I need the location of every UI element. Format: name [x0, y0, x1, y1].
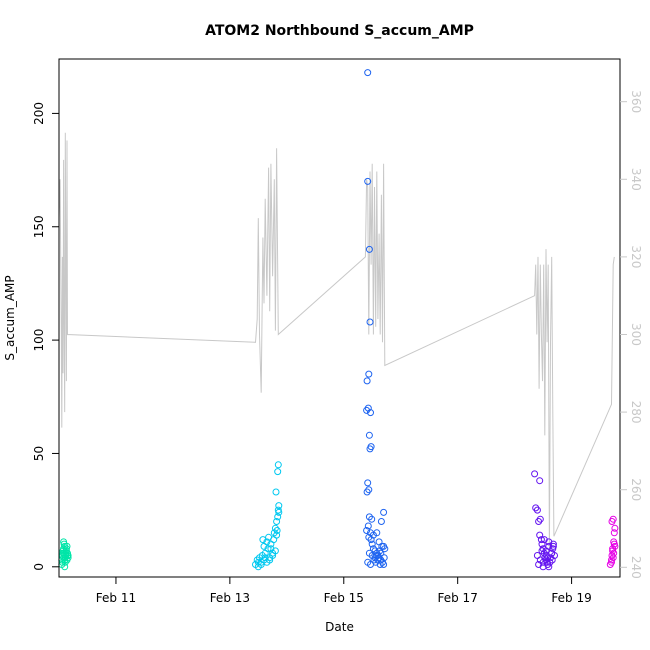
data-point [64, 552, 72, 559]
data-point [377, 518, 385, 525]
data-point [368, 540, 376, 548]
data-point [274, 468, 282, 476]
y-tick-label: 0 [32, 563, 46, 571]
secondary-series-line [58, 132, 615, 552]
data-point [267, 545, 275, 553]
y-axis-left: 0 50 100 150 200 [32, 102, 59, 571]
data-point [549, 542, 557, 550]
data-point [365, 533, 373, 541]
y2-tick-label: 320 [629, 245, 643, 268]
y-tick-label: 100 [32, 329, 46, 352]
data-point [543, 552, 550, 559]
data-point [273, 518, 281, 525]
data-point [257, 558, 265, 566]
data-point [265, 533, 273, 541]
data-point [271, 524, 279, 532]
data-point [274, 513, 282, 521]
data-point [539, 563, 547, 571]
data-point [532, 504, 540, 512]
y-axis-right: 240 260 280 300 320 340 360 [620, 90, 643, 579]
plot-frame [58, 58, 621, 578]
x-tick-label: Feb 17 [438, 591, 478, 605]
data-point [536, 531, 544, 539]
data-point [610, 529, 618, 537]
x-tick-label: Feb 15 [324, 591, 364, 605]
data-point [380, 561, 388, 568]
data-point [363, 377, 371, 385]
y2-tick-label: 260 [629, 478, 643, 501]
data-point [63, 542, 71, 550]
data-point [611, 524, 619, 532]
data-point [272, 488, 280, 496]
data-point [378, 542, 386, 550]
data-point [364, 522, 372, 530]
y2-tick-label: 240 [629, 556, 643, 579]
y-tick-label: 50 [32, 446, 46, 461]
x-tick-label: Feb 19 [551, 591, 591, 605]
data-point [365, 370, 373, 378]
y2-tick-label: 340 [629, 168, 643, 191]
data-point [609, 545, 617, 553]
data-point [366, 318, 374, 326]
x-tick-label: Feb 11 [96, 591, 136, 605]
y-axis-label: S_accum_AMP [3, 275, 17, 360]
data-point [275, 502, 283, 510]
data-point [548, 556, 556, 564]
x-axis: Feb 11 Feb 13 Feb 15 Feb 17 Feb 19 [96, 577, 592, 605]
data-point [261, 554, 269, 562]
data-point [549, 540, 557, 548]
data-point [274, 461, 282, 469]
data-point [275, 508, 283, 516]
data-point [365, 245, 373, 253]
y2-tick-label: 360 [629, 90, 643, 113]
chart-title: ATOM2 Northbound S_accum_AMP [205, 23, 474, 39]
data-point [536, 515, 544, 523]
data-point [537, 536, 545, 544]
data-point [367, 409, 374, 417]
data-point [533, 506, 541, 514]
data-point [61, 556, 69, 564]
data-point [363, 406, 371, 414]
data-point [365, 431, 373, 439]
data-point [364, 69, 372, 77]
data-point [60, 538, 68, 546]
data-point [364, 479, 372, 487]
x-tick-label: Feb 13 [210, 591, 250, 605]
data-point [610, 538, 618, 546]
data-point [269, 552, 277, 559]
data-point [609, 554, 617, 562]
data-point [531, 470, 539, 478]
data-point [538, 547, 546, 555]
data-point [363, 527, 371, 534]
data-point [608, 558, 615, 566]
data-point [536, 477, 544, 485]
y2-tick-label: 300 [629, 323, 643, 346]
x-axis-label: Date [325, 620, 354, 634]
data-point [366, 445, 374, 453]
data-point [364, 177, 372, 185]
y-tick-label: 200 [32, 102, 46, 125]
data-point [368, 515, 376, 523]
data-point [259, 536, 267, 544]
data-point [263, 538, 271, 546]
data-point [380, 508, 388, 516]
data-point [609, 547, 617, 555]
data-point [609, 515, 617, 523]
data-point [363, 488, 371, 496]
data-point [369, 545, 377, 553]
points-layer [58, 69, 619, 571]
data-point [376, 561, 384, 568]
data-point [365, 513, 373, 521]
data-point [373, 529, 381, 537]
secondary-line-layer [58, 132, 615, 552]
data-point [62, 549, 70, 557]
y-tick-label: 150 [32, 215, 46, 238]
data-point [380, 554, 388, 562]
data-point [61, 563, 69, 571]
data-point [273, 531, 281, 539]
y2-tick-label: 280 [629, 401, 643, 424]
data-point [372, 552, 380, 559]
data-point [270, 529, 278, 537]
